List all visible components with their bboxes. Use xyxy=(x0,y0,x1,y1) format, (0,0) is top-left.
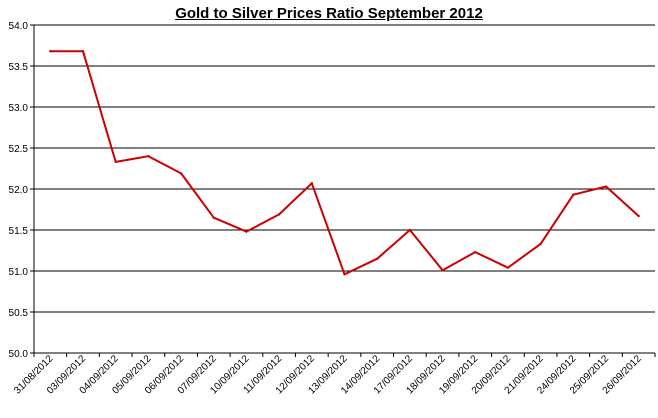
chart-title: Gold to Silver Prices Ratio September 20… xyxy=(175,5,483,22)
data-point xyxy=(441,268,444,272)
y-tick-label: 50.5 xyxy=(9,308,29,319)
data-point xyxy=(604,185,608,188)
series-line xyxy=(50,50,640,276)
y-tick-label: 54.0 xyxy=(9,21,29,32)
y-tick-label: 51.0 xyxy=(9,267,29,278)
data-point xyxy=(212,216,215,219)
data-point xyxy=(408,228,412,232)
data-point xyxy=(506,266,510,269)
data-point xyxy=(114,160,117,164)
y-tick-label: 52.0 xyxy=(9,185,29,196)
data-point xyxy=(179,172,183,175)
data-point xyxy=(539,242,542,246)
data-point xyxy=(147,155,150,158)
data-point xyxy=(474,250,477,254)
data-point xyxy=(310,182,314,185)
y-tick-label: 50.0 xyxy=(9,349,29,360)
y-tick-label: 51.5 xyxy=(9,226,29,237)
data-point xyxy=(49,50,52,53)
y-tick-label: 53.5 xyxy=(9,62,29,73)
data-point xyxy=(343,273,346,276)
data-point xyxy=(81,50,85,53)
y-tick-label: 52.5 xyxy=(9,144,29,155)
data-point xyxy=(637,214,640,218)
y-tick-label: 53.0 xyxy=(9,103,29,114)
data-point xyxy=(572,193,575,196)
data-point xyxy=(277,213,281,216)
data-point xyxy=(245,230,248,233)
data-point xyxy=(375,257,379,260)
